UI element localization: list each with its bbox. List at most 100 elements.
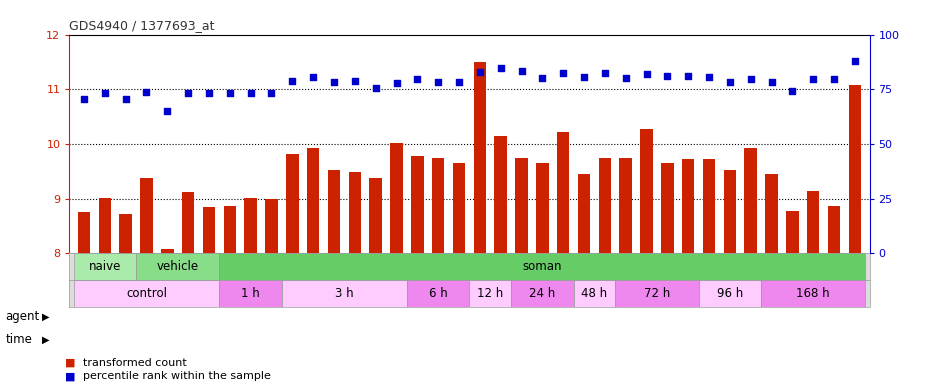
Point	[160, 108, 175, 114]
Point	[702, 74, 717, 80]
Point	[618, 75, 633, 81]
Text: 1 h: 1 h	[241, 287, 260, 300]
Bar	[578, 174, 590, 253]
Point	[243, 89, 258, 96]
Bar	[723, 170, 736, 253]
Text: ▶: ▶	[42, 335, 49, 345]
Bar	[244, 198, 257, 253]
Bar	[452, 163, 465, 253]
Bar	[182, 192, 194, 253]
Bar	[536, 163, 549, 253]
Bar	[282, 280, 407, 307]
Bar	[390, 143, 402, 253]
Text: 6 h: 6 h	[429, 287, 448, 300]
Text: vehicle: vehicle	[156, 260, 199, 273]
Point	[451, 79, 466, 85]
Text: 12 h: 12 h	[477, 287, 503, 300]
Point	[556, 70, 571, 76]
Bar	[99, 198, 111, 253]
Point	[681, 73, 696, 79]
Text: 3 h: 3 h	[335, 287, 353, 300]
Text: time: time	[6, 333, 32, 346]
Point	[493, 65, 508, 71]
Bar	[78, 212, 91, 253]
Point	[576, 74, 591, 80]
Bar	[620, 158, 632, 253]
Text: 48 h: 48 h	[582, 287, 608, 300]
Bar	[224, 206, 236, 253]
Bar	[74, 253, 136, 280]
Text: ■: ■	[65, 358, 75, 368]
Bar	[161, 249, 174, 253]
Bar	[828, 206, 840, 253]
Text: 96 h: 96 h	[717, 287, 743, 300]
Text: GDS4940 / 1377693_at: GDS4940 / 1377693_at	[69, 19, 215, 32]
Bar	[703, 159, 715, 253]
Bar	[327, 170, 340, 253]
Point	[265, 89, 279, 96]
Bar	[407, 280, 470, 307]
Point	[744, 76, 758, 83]
Text: transformed count: transformed count	[83, 358, 187, 368]
Point	[222, 89, 237, 96]
Point	[431, 79, 446, 85]
Text: naive: naive	[89, 260, 121, 273]
Point	[180, 89, 195, 96]
Bar	[136, 253, 219, 280]
Point	[598, 70, 612, 76]
Bar	[369, 178, 382, 253]
Bar	[574, 280, 615, 307]
Bar	[474, 62, 487, 253]
Point	[368, 85, 383, 91]
Point	[535, 75, 549, 81]
Point	[473, 69, 487, 75]
Text: soman: soman	[523, 260, 562, 273]
Bar	[349, 172, 361, 253]
Bar	[411, 156, 424, 253]
Text: agent: agent	[6, 310, 40, 323]
Point	[722, 79, 737, 85]
Bar	[141, 179, 153, 253]
Bar	[848, 85, 861, 253]
Point	[77, 96, 92, 102]
Point	[785, 88, 800, 94]
Point	[827, 76, 842, 83]
Bar	[219, 253, 865, 280]
Point	[514, 68, 529, 74]
Text: percentile rank within the sample: percentile rank within the sample	[83, 371, 271, 381]
Bar	[265, 199, 278, 253]
Bar	[598, 158, 611, 253]
Bar	[682, 159, 695, 253]
Bar	[495, 136, 507, 253]
Bar	[307, 148, 319, 253]
Bar	[745, 148, 757, 253]
Bar	[640, 129, 653, 253]
Bar	[515, 158, 528, 253]
Point	[389, 79, 404, 86]
Text: 168 h: 168 h	[796, 287, 830, 300]
Point	[806, 76, 820, 83]
Point	[118, 96, 133, 102]
Point	[847, 58, 862, 64]
Bar	[786, 211, 798, 253]
Point	[139, 89, 154, 95]
Point	[660, 73, 674, 79]
Bar	[119, 214, 132, 253]
Bar	[807, 190, 820, 253]
Text: control: control	[126, 287, 167, 300]
Text: 72 h: 72 h	[644, 287, 670, 300]
Point	[306, 74, 321, 80]
Point	[410, 76, 425, 83]
Bar	[286, 154, 299, 253]
Bar	[470, 280, 512, 307]
Text: 24 h: 24 h	[529, 287, 556, 300]
Bar	[432, 158, 444, 253]
Point	[348, 78, 363, 84]
Bar	[761, 280, 865, 307]
Point	[764, 79, 779, 85]
Bar	[74, 280, 219, 307]
Bar	[219, 280, 282, 307]
Text: ▶: ▶	[42, 312, 49, 322]
Bar	[765, 174, 778, 253]
Point	[202, 89, 216, 96]
